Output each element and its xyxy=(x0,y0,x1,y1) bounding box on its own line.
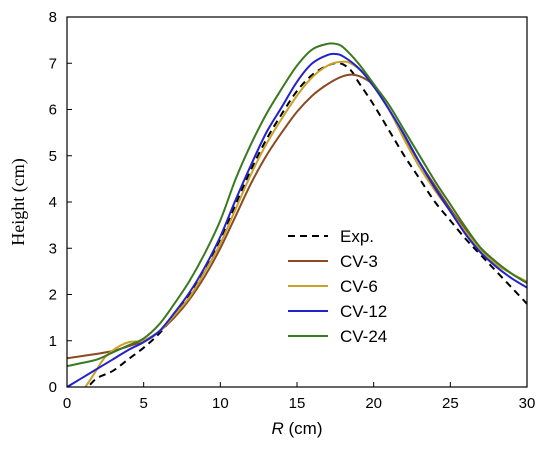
y-tick-label: 4 xyxy=(49,194,57,211)
x-axis-variable: R xyxy=(272,419,284,438)
y-tick-label: 3 xyxy=(49,240,57,257)
legend: Exp. CV-3 CV-6 CV-12 CV-24 xyxy=(288,227,387,346)
x-tick-label: 15 xyxy=(289,395,306,412)
series-line-exp xyxy=(89,62,527,386)
y-tick-label: 8 xyxy=(49,9,57,26)
x-tick-label: 5 xyxy=(139,395,147,412)
series-line-cv-24 xyxy=(67,42,527,368)
y-tick-label: 2 xyxy=(49,287,57,304)
y-tick-label: 1 xyxy=(49,333,57,350)
x-tick-label: 20 xyxy=(365,395,382,412)
y-axis-title: Height (cm) xyxy=(8,158,29,245)
x-tick-label: 0 xyxy=(63,395,71,412)
y-tick-label: 5 xyxy=(49,148,57,165)
ticks-layer xyxy=(66,16,528,388)
y-tick-label: 7 xyxy=(49,55,57,72)
x-axis-title: R (cm) xyxy=(272,419,323,438)
x-tick-label: 10 xyxy=(212,395,229,412)
series-line-cv-12 xyxy=(67,52,527,387)
x-axis-unit: (cm) xyxy=(284,419,323,438)
legend-label-exp: Exp. xyxy=(340,227,374,246)
x-tick-label: 30 xyxy=(519,395,536,412)
series-layer xyxy=(67,42,527,387)
legend-label-cv-6: CV-6 xyxy=(340,277,378,296)
legend-label-cv-12: CV-12 xyxy=(340,302,387,321)
legend-label-cv-24: CV-24 xyxy=(340,327,387,346)
legend-label-cv-3: CV-3 xyxy=(340,252,378,271)
y-tick-label: 0 xyxy=(49,379,57,396)
x-tick-label: 25 xyxy=(442,395,459,412)
labels-layer: 0 5 10 15 20 25 30 0 1 2 3 4 5 6 7 8 xyxy=(49,9,536,412)
y-tick-label: 6 xyxy=(49,102,57,119)
